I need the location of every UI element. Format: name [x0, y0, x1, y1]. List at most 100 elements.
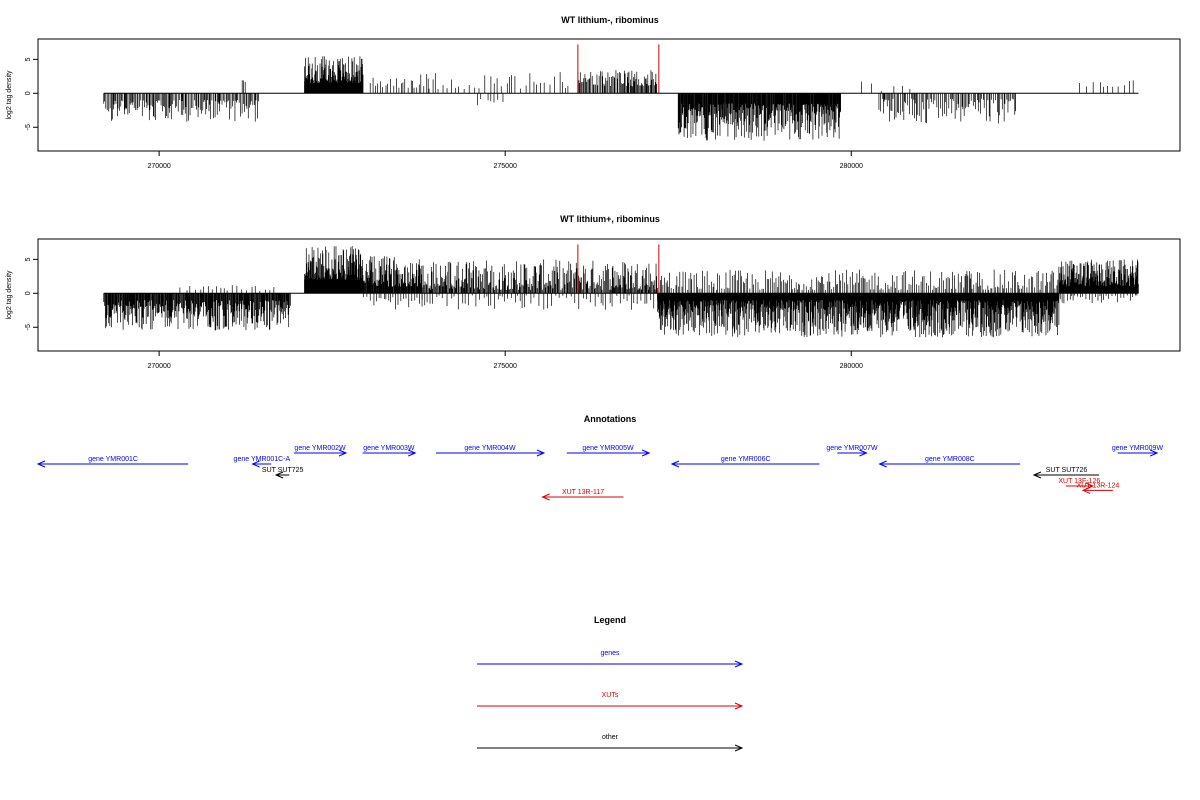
feature-label: gene YMR001C-A [234, 456, 291, 463]
coverage-bar [477, 93, 504, 106]
panel-title: WT lithium+, ribominus [560, 214, 660, 224]
coverage-bar [421, 293, 655, 310]
annotations-track: Annotations gene YMR001C gene YMR001C-Age… [36, 414, 1164, 501]
axes-group: 270000 275000 280000 -5 0 5 [25, 257, 1139, 370]
annotation-feature: gene YMR006C [670, 456, 820, 468]
feature-label: XUT 13R-117 [562, 489, 604, 496]
highlight-lines [577, 44, 660, 94]
x-tick-label: 280000 [840, 163, 863, 170]
feature-label: XUT 13R-124 [1077, 482, 1120, 489]
plot-frame [37, 38, 1181, 152]
annotation-feature: gene YMR008C [878, 456, 1021, 468]
feature-label: gene YMR008C [925, 456, 975, 463]
annotation-feature: XUT 13R-117 [541, 489, 624, 501]
panel-title: WT lithium-, ribominus [561, 15, 659, 25]
coverage-bar [304, 56, 364, 94]
x-tick-label: 270000 [147, 363, 170, 370]
x-tick-label: 280000 [840, 363, 863, 370]
feature-arrowhead [536, 449, 546, 457]
coverage-bar [1058, 293, 1138, 304]
feature-label: gene YMR002W [294, 445, 346, 452]
annotation-feature: gene YMR009W [1112, 445, 1164, 457]
feature-label: XUT 13F-126 [1058, 478, 1100, 485]
feature-arrowhead [878, 460, 887, 468]
legend-item-gene: genes [477, 650, 744, 668]
bars-group [103, 56, 1134, 141]
feature-arrowhead [1149, 449, 1159, 457]
annotation-feature: SUT SUT726 [1032, 467, 1100, 479]
feature-label: gene YMR004W [464, 445, 516, 452]
coverage-bar [1079, 80, 1134, 94]
feature-arrowhead [670, 460, 680, 468]
coverage-bar [861, 81, 911, 94]
feature-label: gene YMR005W [582, 445, 634, 452]
feature-label: gene YMR009W [1112, 445, 1164, 452]
y-axis-label: log2 tag density [6, 270, 13, 320]
coverage-bar [421, 259, 658, 294]
feature-label: gene YMR003W [363, 445, 415, 452]
highlight-lines [577, 244, 660, 294]
coverage-bar [362, 293, 423, 310]
feature-label: gene YMR001C [88, 456, 138, 463]
legend-arrowhead [734, 660, 744, 668]
y-tick-label: -5 [25, 124, 32, 130]
plot-frame [37, 238, 1181, 352]
annotations-title: Annotations [584, 414, 637, 424]
coverage-bar [362, 256, 423, 294]
coverage-bar [657, 293, 1060, 338]
legend-title: Legend [594, 615, 626, 625]
coverage-bar [103, 93, 259, 122]
feature-arrowhead [408, 449, 417, 457]
coverage-bar [428, 72, 569, 94]
bars-group [103, 246, 1139, 338]
legend-item-other: other [477, 734, 744, 752]
legend-label: genes [600, 650, 620, 657]
annotation-feature: gene YMR002W [294, 445, 348, 457]
coverage-bar [677, 93, 841, 141]
annotation-feature: SUT SUT725 [262, 467, 304, 479]
coverage-bar [304, 246, 364, 294]
feature-arrowhead [641, 449, 651, 457]
y-tick-label: 5 [25, 257, 32, 261]
coverage-bar [1058, 259, 1139, 294]
coverage-bar [369, 73, 429, 94]
feature-label: gene YMR007W [826, 445, 878, 452]
legend-items: genes XUTs other [477, 650, 744, 752]
coverage-panel-lithium-plus: WT lithium+, ribominus log2 tag density … [6, 214, 1181, 370]
feature-label: SUT SUT725 [262, 467, 304, 474]
coverage-bar [179, 285, 275, 294]
coverage-bar [241, 80, 246, 94]
x-tick-label: 275000 [494, 363, 517, 370]
y-tick-label: 5 [25, 57, 32, 61]
annotation-feature: gene YMR004W [435, 445, 546, 457]
x-tick-label: 270000 [147, 163, 170, 170]
legend-arrowhead [734, 744, 744, 752]
feature-arrowhead [36, 460, 46, 468]
coverage-bar [577, 70, 658, 94]
annotation-feature: gene YMR003W [362, 445, 417, 457]
feature-arrowhead [541, 493, 550, 501]
legend-arrowhead [734, 702, 744, 710]
coverage-bar [878, 93, 1017, 124]
feature-arrowhead [1081, 486, 1091, 494]
feature-label: SUT SUT726 [1046, 467, 1088, 474]
annotation-feature: gene YMR001C [36, 456, 189, 468]
feature-arrowhead [338, 449, 348, 457]
legend: Legend genes XUTs other [477, 615, 744, 752]
legend-label: other [602, 734, 619, 741]
annotation-feature: XUT 13R-124 [1077, 482, 1120, 494]
feature-arrowhead [1032, 471, 1042, 479]
coverage-bar [103, 293, 291, 331]
legend-label: XUTs [602, 692, 619, 699]
legend-item-xut: XUTs [477, 692, 744, 710]
feature-label: gene YMR006C [721, 456, 771, 463]
feature-arrowhead [251, 460, 260, 468]
x-tick-label: 275000 [494, 163, 517, 170]
axes-group: 270000 275000 280000 -5 0 5 [25, 57, 1139, 170]
annotation-feature: gene YMR001C-A [234, 456, 291, 468]
y-tick-label: 0 [25, 91, 32, 95]
feature-arrowhead [274, 471, 284, 479]
y-tick-label: 0 [25, 291, 32, 295]
